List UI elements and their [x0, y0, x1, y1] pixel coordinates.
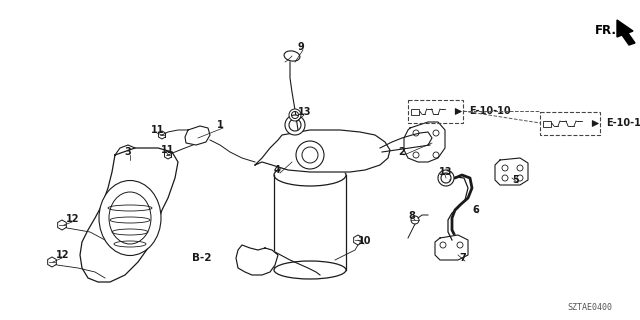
Ellipse shape	[284, 51, 300, 61]
Circle shape	[296, 141, 324, 169]
Polygon shape	[435, 235, 468, 260]
Bar	[411, 108, 419, 115]
Text: 11: 11	[161, 145, 175, 155]
Text: 4: 4	[274, 165, 281, 175]
Text: SZTAE0400: SZTAE0400	[567, 303, 612, 312]
Polygon shape	[80, 148, 178, 282]
Text: 9: 9	[297, 42, 304, 52]
Text: 13: 13	[298, 107, 312, 117]
Ellipse shape	[274, 164, 346, 186]
Text: 5: 5	[512, 175, 519, 185]
Polygon shape	[617, 20, 635, 45]
Text: 13: 13	[439, 167, 452, 177]
Text: 12: 12	[56, 250, 70, 260]
Text: 11: 11	[151, 125, 164, 135]
Text: 3: 3	[124, 147, 131, 157]
Polygon shape	[495, 158, 528, 185]
Text: 12: 12	[66, 214, 79, 224]
Text: 7: 7	[459, 253, 466, 263]
Text: FR.: FR.	[595, 25, 617, 37]
Text: 10: 10	[358, 236, 371, 246]
Text: B-2: B-2	[192, 253, 211, 263]
Polygon shape	[185, 126, 210, 145]
Polygon shape	[255, 130, 390, 172]
Ellipse shape	[274, 261, 346, 279]
Text: 2: 2	[398, 147, 404, 157]
Text: 1: 1	[217, 120, 224, 130]
Text: E-10-10: E-10-10	[606, 118, 640, 128]
Polygon shape	[236, 245, 278, 275]
Bar	[540, 112, 600, 135]
Polygon shape	[404, 122, 445, 162]
Text: 6: 6	[472, 205, 479, 215]
Bar	[543, 121, 551, 126]
Text: 8: 8	[408, 211, 415, 221]
Polygon shape	[378, 132, 432, 155]
Text: E-10-10: E-10-10	[469, 106, 511, 116]
Ellipse shape	[99, 180, 161, 255]
Bar	[408, 100, 463, 123]
